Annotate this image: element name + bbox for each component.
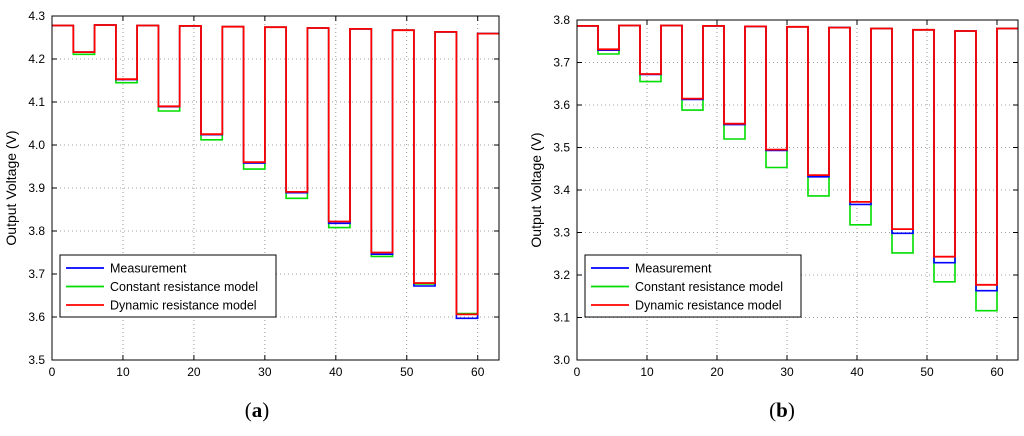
- y-tick-label: 3.5: [553, 141, 570, 155]
- y-tick-label: 3.7: [28, 267, 45, 281]
- x-tick-label: 10: [116, 365, 130, 379]
- legend-box: [59, 254, 277, 318]
- x-tick-label: 40: [850, 365, 864, 379]
- chart-panel-b: 0 10 20 30 40 50 60 3.0 3.1 3.2 3.3 3.4 3.5 3.6 3.7 3.8…: [528, 13, 1019, 422]
- y-tick-label: 3.8: [553, 13, 570, 27]
- y-axis-label: Output Voltage (V): [528, 132, 544, 247]
- y-tick-label: 3.7: [553, 56, 570, 70]
- legend: Measurement Constant resistance model Dyna…: [59, 254, 277, 318]
- y-tick-label: 3.4: [553, 183, 570, 197]
- legend-entry: Measurement: [110, 262, 187, 276]
- legend-entry: Dynamic resistance model: [110, 299, 257, 313]
- y-tick-label: 3.6: [28, 310, 45, 324]
- x-tick-label: 0: [49, 365, 56, 379]
- panel-caption: (a): [245, 398, 270, 422]
- y-tick-label: 3.6: [553, 98, 570, 112]
- caption-letter: b: [776, 398, 788, 422]
- chart-panel-a: 0 10 20 30 40 50 60 3.5 3.6 3.7 3.8 3.9 4.0 4.1 4.2 4.3…: [3, 9, 500, 422]
- legend-entry: Dynamic resistance model: [635, 299, 782, 313]
- y-tick-label: 4.0: [28, 138, 45, 152]
- caption-close: ): [788, 398, 795, 422]
- y-axis-label: Output Voltage (V): [3, 130, 19, 245]
- caption-open: (: [245, 398, 252, 422]
- x-tick-label: 50: [400, 365, 414, 379]
- caption-close: ): [262, 398, 269, 422]
- x-tick-label: 30: [780, 365, 794, 379]
- caption-open: (: [769, 398, 776, 422]
- caption-letter: a: [252, 398, 263, 422]
- x-tick-label: 10: [640, 365, 654, 379]
- y-tick-label: 4.3: [28, 9, 45, 23]
- series-line-dynamic: [577, 24, 1018, 286]
- x-tick-label: 0: [574, 365, 581, 379]
- y-tick-label: 3.8: [28, 224, 45, 238]
- legend-entry: Constant resistance model: [110, 280, 258, 294]
- legend-entry: Measurement: [635, 262, 712, 276]
- legend: Measurement Constant resistance model Dyna…: [584, 254, 802, 318]
- y-tick-label: 3.5: [28, 353, 45, 367]
- y-tick-label: 3.2: [553, 268, 570, 282]
- x-tick-label: 60: [471, 365, 485, 379]
- x-tick-label: 20: [187, 365, 201, 379]
- panel-caption: (b): [769, 398, 795, 422]
- series-line-dynamic: [52, 24, 499, 316]
- x-tick-label: 30: [258, 365, 272, 379]
- y-tick-label: 3.1: [553, 311, 570, 325]
- x-tick-label: 50: [920, 365, 934, 379]
- y-tick-label: 4.2: [28, 52, 45, 66]
- y-tick-label: 3.9: [28, 181, 45, 195]
- y-tick-label: 3.0: [553, 353, 570, 367]
- x-tick-label: 20: [710, 365, 724, 379]
- y-tick-label: 4.1: [28, 95, 45, 109]
- x-tick-label: 40: [329, 365, 343, 379]
- x-tick-label: 60: [990, 365, 1004, 379]
- legend-entry: Constant resistance model: [635, 280, 783, 294]
- y-tick-label: 3.3: [553, 226, 570, 240]
